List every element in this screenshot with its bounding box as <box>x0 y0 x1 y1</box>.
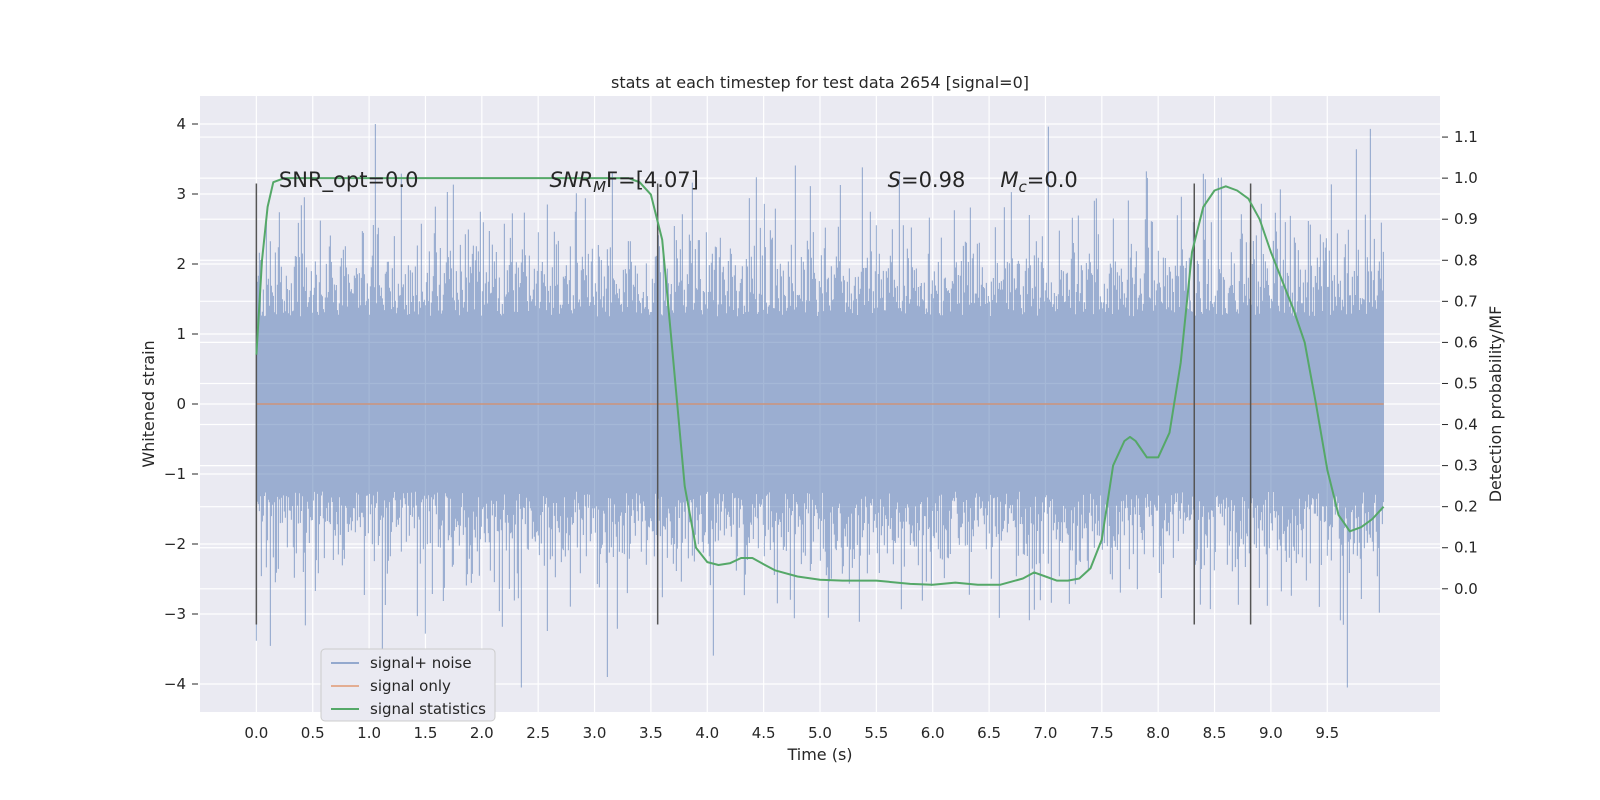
y2-tick-label: 0.3 <box>1454 457 1478 475</box>
y2-tick-label: 0.0 <box>1454 580 1478 598</box>
y2-tick-label: 0.6 <box>1454 333 1478 351</box>
x-tick-label: 1.5 <box>414 724 438 742</box>
y2-tick-label: 1.1 <box>1454 128 1478 146</box>
y-tick-label: 0 <box>176 395 186 413</box>
legend-label-signal-statistics: signal statistics <box>370 700 486 718</box>
x-tick-label: 8.0 <box>1146 724 1170 742</box>
y2-tick-label: 0.8 <box>1454 251 1478 269</box>
chart-title: stats at each timestep for test data 265… <box>611 73 1029 92</box>
y2-tick-label: 0.9 <box>1454 210 1478 228</box>
x-tick-label: 0.0 <box>244 724 268 742</box>
vertical-markers <box>255 183 1252 625</box>
annotation-1: SNRMF=[4.07] <box>549 168 698 196</box>
x-tick-label: 4.5 <box>752 724 776 742</box>
x-tick-label: 3.5 <box>639 724 663 742</box>
x-tick-label: 5.0 <box>808 724 832 742</box>
annotation-rest: F=[4.07] <box>606 168 699 192</box>
y-axis-ticks: −4 −3 −2 −1 0 1 2 3 4 <box>164 115 198 693</box>
x-axis-ticks: 0.0 0.5 1.0 1.5 2.0 2.5 3.0 3.5 4.0 4.5 5.0 5.5 6.0 6… <box>244 724 1339 742</box>
legend-label-signal-only: signal only <box>370 677 451 695</box>
x-tick-label: 1.0 <box>357 724 381 742</box>
annotation-rest: =0.98 <box>901 168 965 192</box>
y2-tick-label: 1.0 <box>1454 169 1478 187</box>
x-tick-label: 0.5 <box>301 724 325 742</box>
legend-label-signal-noise: signal+ noise <box>370 654 472 672</box>
x-tick-label: 9.0 <box>1259 724 1283 742</box>
x-tick-label: 7.0 <box>1034 724 1058 742</box>
y-tick-label: −4 <box>164 675 186 693</box>
annotation-subscript: c <box>1018 178 1027 196</box>
y-tick-label: 2 <box>176 255 186 273</box>
x-tick-label: 7.5 <box>1090 724 1114 742</box>
y2-axis-ticks: 0.0 0.1 0.2 0.3 0.4 0.5 0.6 0.7 0.8 0.9 1.0 1.1 <box>1442 128 1478 598</box>
annotation-main: M <box>1000 168 1018 192</box>
y2-tick-label: 0.5 <box>1454 374 1478 392</box>
x-tick-label: 6.0 <box>921 724 945 742</box>
signal-statistics-series <box>255 177 1385 586</box>
x-tick-label: 5.5 <box>864 724 888 742</box>
x-tick-label: 2.5 <box>526 724 550 742</box>
x-tick-label: 2.0 <box>470 724 494 742</box>
x-tick-label: 8.5 <box>1203 724 1227 742</box>
annotation-main: S <box>888 168 901 192</box>
y-tick-label: 3 <box>176 185 186 203</box>
y2-tick-label: 0.7 <box>1454 292 1478 310</box>
annotation-3: Mc=0.0 <box>1000 168 1077 196</box>
x-tick-label: 3.0 <box>583 724 607 742</box>
x-tick-label: 4.0 <box>695 724 719 742</box>
y-tick-label: −1 <box>164 465 186 483</box>
y-tick-label: −3 <box>164 605 186 623</box>
x-axis-label: Time (s) <box>786 745 852 764</box>
annotation-rest: =0.0 <box>1027 168 1078 192</box>
annotation-main: SNR <box>549 168 593 192</box>
annotation-2: S=0.98 <box>888 168 966 192</box>
y-axis-label: Whitened strain <box>139 340 158 467</box>
y-tick-label: 4 <box>176 115 186 133</box>
annotations: SNR_opt=0.0 SNRMF=[4.07] S=0.98 Mc=0.0 <box>279 168 1078 196</box>
y2-tick-label: 0.1 <box>1454 539 1478 557</box>
x-tick-label: 6.5 <box>977 724 1001 742</box>
annotation-subscript: M <box>593 178 606 196</box>
legend: signal+ noise signal only signal statist… <box>320 648 496 722</box>
signal-statistics-line <box>255 177 1385 586</box>
x-tick-label: 9.5 <box>1315 724 1339 742</box>
y2-axis-label: Detection probability/MF <box>1486 306 1505 503</box>
y2-tick-label: 0.4 <box>1454 416 1478 434</box>
y-tick-label: 1 <box>176 325 186 343</box>
legend-box <box>320 648 496 722</box>
annotation-0: SNR_opt=0.0 <box>279 168 419 193</box>
y-tick-label: −2 <box>164 535 186 553</box>
y2-tick-label: 0.2 <box>1454 498 1478 516</box>
